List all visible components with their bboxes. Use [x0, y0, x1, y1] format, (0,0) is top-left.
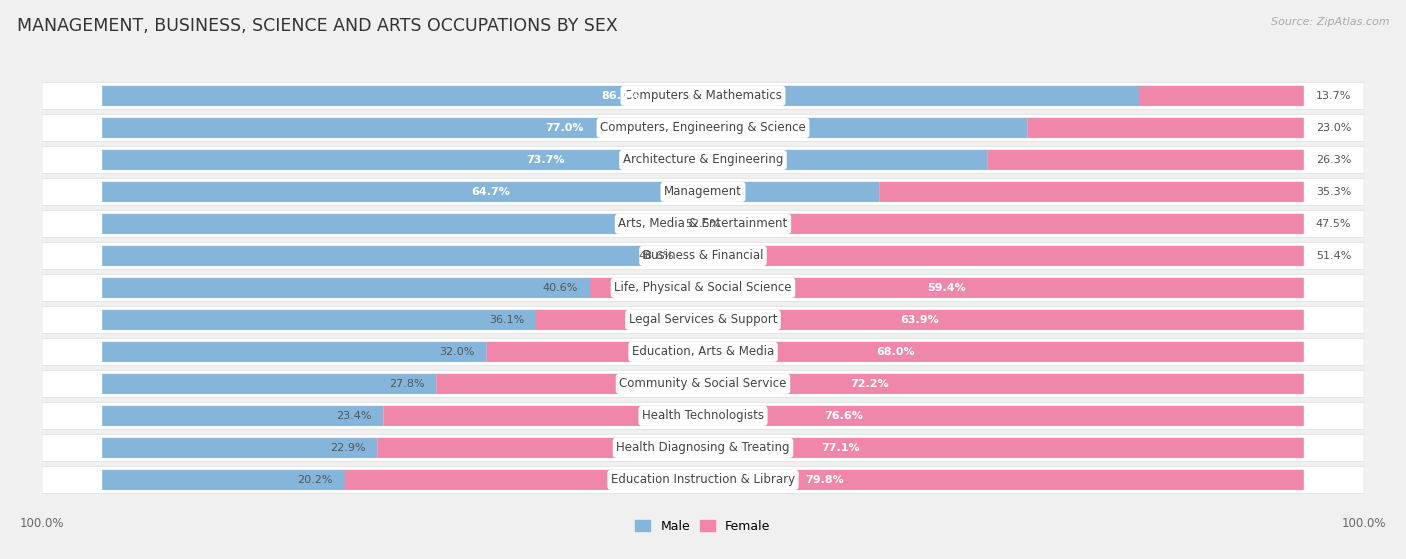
Text: 86.4%: 86.4% [602, 91, 641, 101]
FancyBboxPatch shape [42, 210, 1364, 238]
Text: Life, Physical & Social Science: Life, Physical & Social Science [614, 281, 792, 295]
Text: Health Diagnosing & Treating: Health Diagnosing & Treating [616, 442, 790, 454]
Text: 79.8%: 79.8% [806, 475, 844, 485]
FancyBboxPatch shape [880, 182, 1303, 202]
Text: 73.7%: 73.7% [526, 155, 564, 165]
FancyBboxPatch shape [42, 82, 1364, 110]
FancyBboxPatch shape [103, 86, 1140, 106]
FancyBboxPatch shape [103, 406, 384, 426]
Text: 77.1%: 77.1% [821, 443, 860, 453]
Text: 68.0%: 68.0% [876, 347, 914, 357]
FancyBboxPatch shape [42, 274, 1364, 301]
Text: 36.1%: 36.1% [489, 315, 524, 325]
Text: 63.9%: 63.9% [900, 315, 939, 325]
FancyBboxPatch shape [686, 246, 1303, 266]
Text: 52.5%: 52.5% [686, 219, 721, 229]
Text: Health Technologists: Health Technologists [643, 409, 763, 423]
Text: 59.4%: 59.4% [928, 283, 966, 293]
Text: Source: ZipAtlas.com: Source: ZipAtlas.com [1271, 17, 1389, 27]
FancyBboxPatch shape [436, 374, 1303, 394]
FancyBboxPatch shape [103, 246, 686, 266]
Text: 64.7%: 64.7% [471, 187, 510, 197]
FancyBboxPatch shape [103, 278, 591, 298]
Text: 40.6%: 40.6% [543, 283, 578, 293]
FancyBboxPatch shape [42, 146, 1364, 173]
Text: Architecture & Engineering: Architecture & Engineering [623, 153, 783, 167]
FancyBboxPatch shape [42, 466, 1364, 494]
FancyBboxPatch shape [42, 434, 1364, 462]
Text: 32.0%: 32.0% [439, 347, 475, 357]
FancyBboxPatch shape [103, 182, 880, 202]
FancyBboxPatch shape [1139, 86, 1303, 106]
Text: Education, Arts & Media: Education, Arts & Media [631, 345, 775, 358]
FancyBboxPatch shape [103, 118, 1028, 138]
FancyBboxPatch shape [103, 374, 436, 394]
FancyBboxPatch shape [103, 214, 733, 234]
FancyBboxPatch shape [733, 214, 1303, 234]
Text: Business & Financial: Business & Financial [643, 249, 763, 262]
Text: 27.8%: 27.8% [388, 379, 425, 389]
Text: 76.6%: 76.6% [824, 411, 863, 421]
Text: 77.0%: 77.0% [546, 123, 583, 133]
Text: 23.0%: 23.0% [1316, 123, 1351, 133]
Text: Computers, Engineering & Science: Computers, Engineering & Science [600, 121, 806, 134]
FancyBboxPatch shape [42, 306, 1364, 334]
FancyBboxPatch shape [103, 438, 377, 458]
FancyBboxPatch shape [42, 178, 1364, 206]
Text: Arts, Media & Entertainment: Arts, Media & Entertainment [619, 217, 787, 230]
FancyBboxPatch shape [103, 150, 988, 170]
FancyBboxPatch shape [42, 114, 1364, 141]
FancyBboxPatch shape [42, 370, 1364, 397]
FancyBboxPatch shape [42, 242, 1364, 269]
FancyBboxPatch shape [42, 402, 1364, 429]
FancyBboxPatch shape [103, 470, 344, 490]
FancyBboxPatch shape [486, 342, 1303, 362]
FancyBboxPatch shape [1028, 118, 1303, 138]
Legend: Male, Female: Male, Female [630, 515, 776, 538]
Text: Computers & Mathematics: Computers & Mathematics [624, 89, 782, 102]
Text: Community & Social Service: Community & Social Service [619, 377, 787, 390]
Text: Management: Management [664, 186, 742, 198]
FancyBboxPatch shape [536, 310, 1303, 330]
FancyBboxPatch shape [344, 470, 1303, 490]
Text: Legal Services & Support: Legal Services & Support [628, 314, 778, 326]
FancyBboxPatch shape [987, 150, 1303, 170]
FancyBboxPatch shape [42, 338, 1364, 366]
Text: 47.5%: 47.5% [1316, 219, 1351, 229]
FancyBboxPatch shape [591, 278, 1303, 298]
Text: 51.4%: 51.4% [1316, 251, 1351, 261]
Text: 22.9%: 22.9% [330, 443, 366, 453]
FancyBboxPatch shape [103, 342, 486, 362]
Text: 48.6%: 48.6% [638, 251, 673, 261]
Text: MANAGEMENT, BUSINESS, SCIENCE AND ARTS OCCUPATIONS BY SEX: MANAGEMENT, BUSINESS, SCIENCE AND ARTS O… [17, 17, 617, 35]
FancyBboxPatch shape [384, 406, 1303, 426]
Text: 13.7%: 13.7% [1316, 91, 1351, 101]
Text: Education Instruction & Library: Education Instruction & Library [612, 473, 794, 486]
FancyBboxPatch shape [377, 438, 1303, 458]
Text: 20.2%: 20.2% [298, 475, 333, 485]
Text: 72.2%: 72.2% [851, 379, 890, 389]
Text: 35.3%: 35.3% [1316, 187, 1351, 197]
FancyBboxPatch shape [103, 310, 536, 330]
Text: 26.3%: 26.3% [1316, 155, 1351, 165]
Text: 23.4%: 23.4% [336, 411, 371, 421]
